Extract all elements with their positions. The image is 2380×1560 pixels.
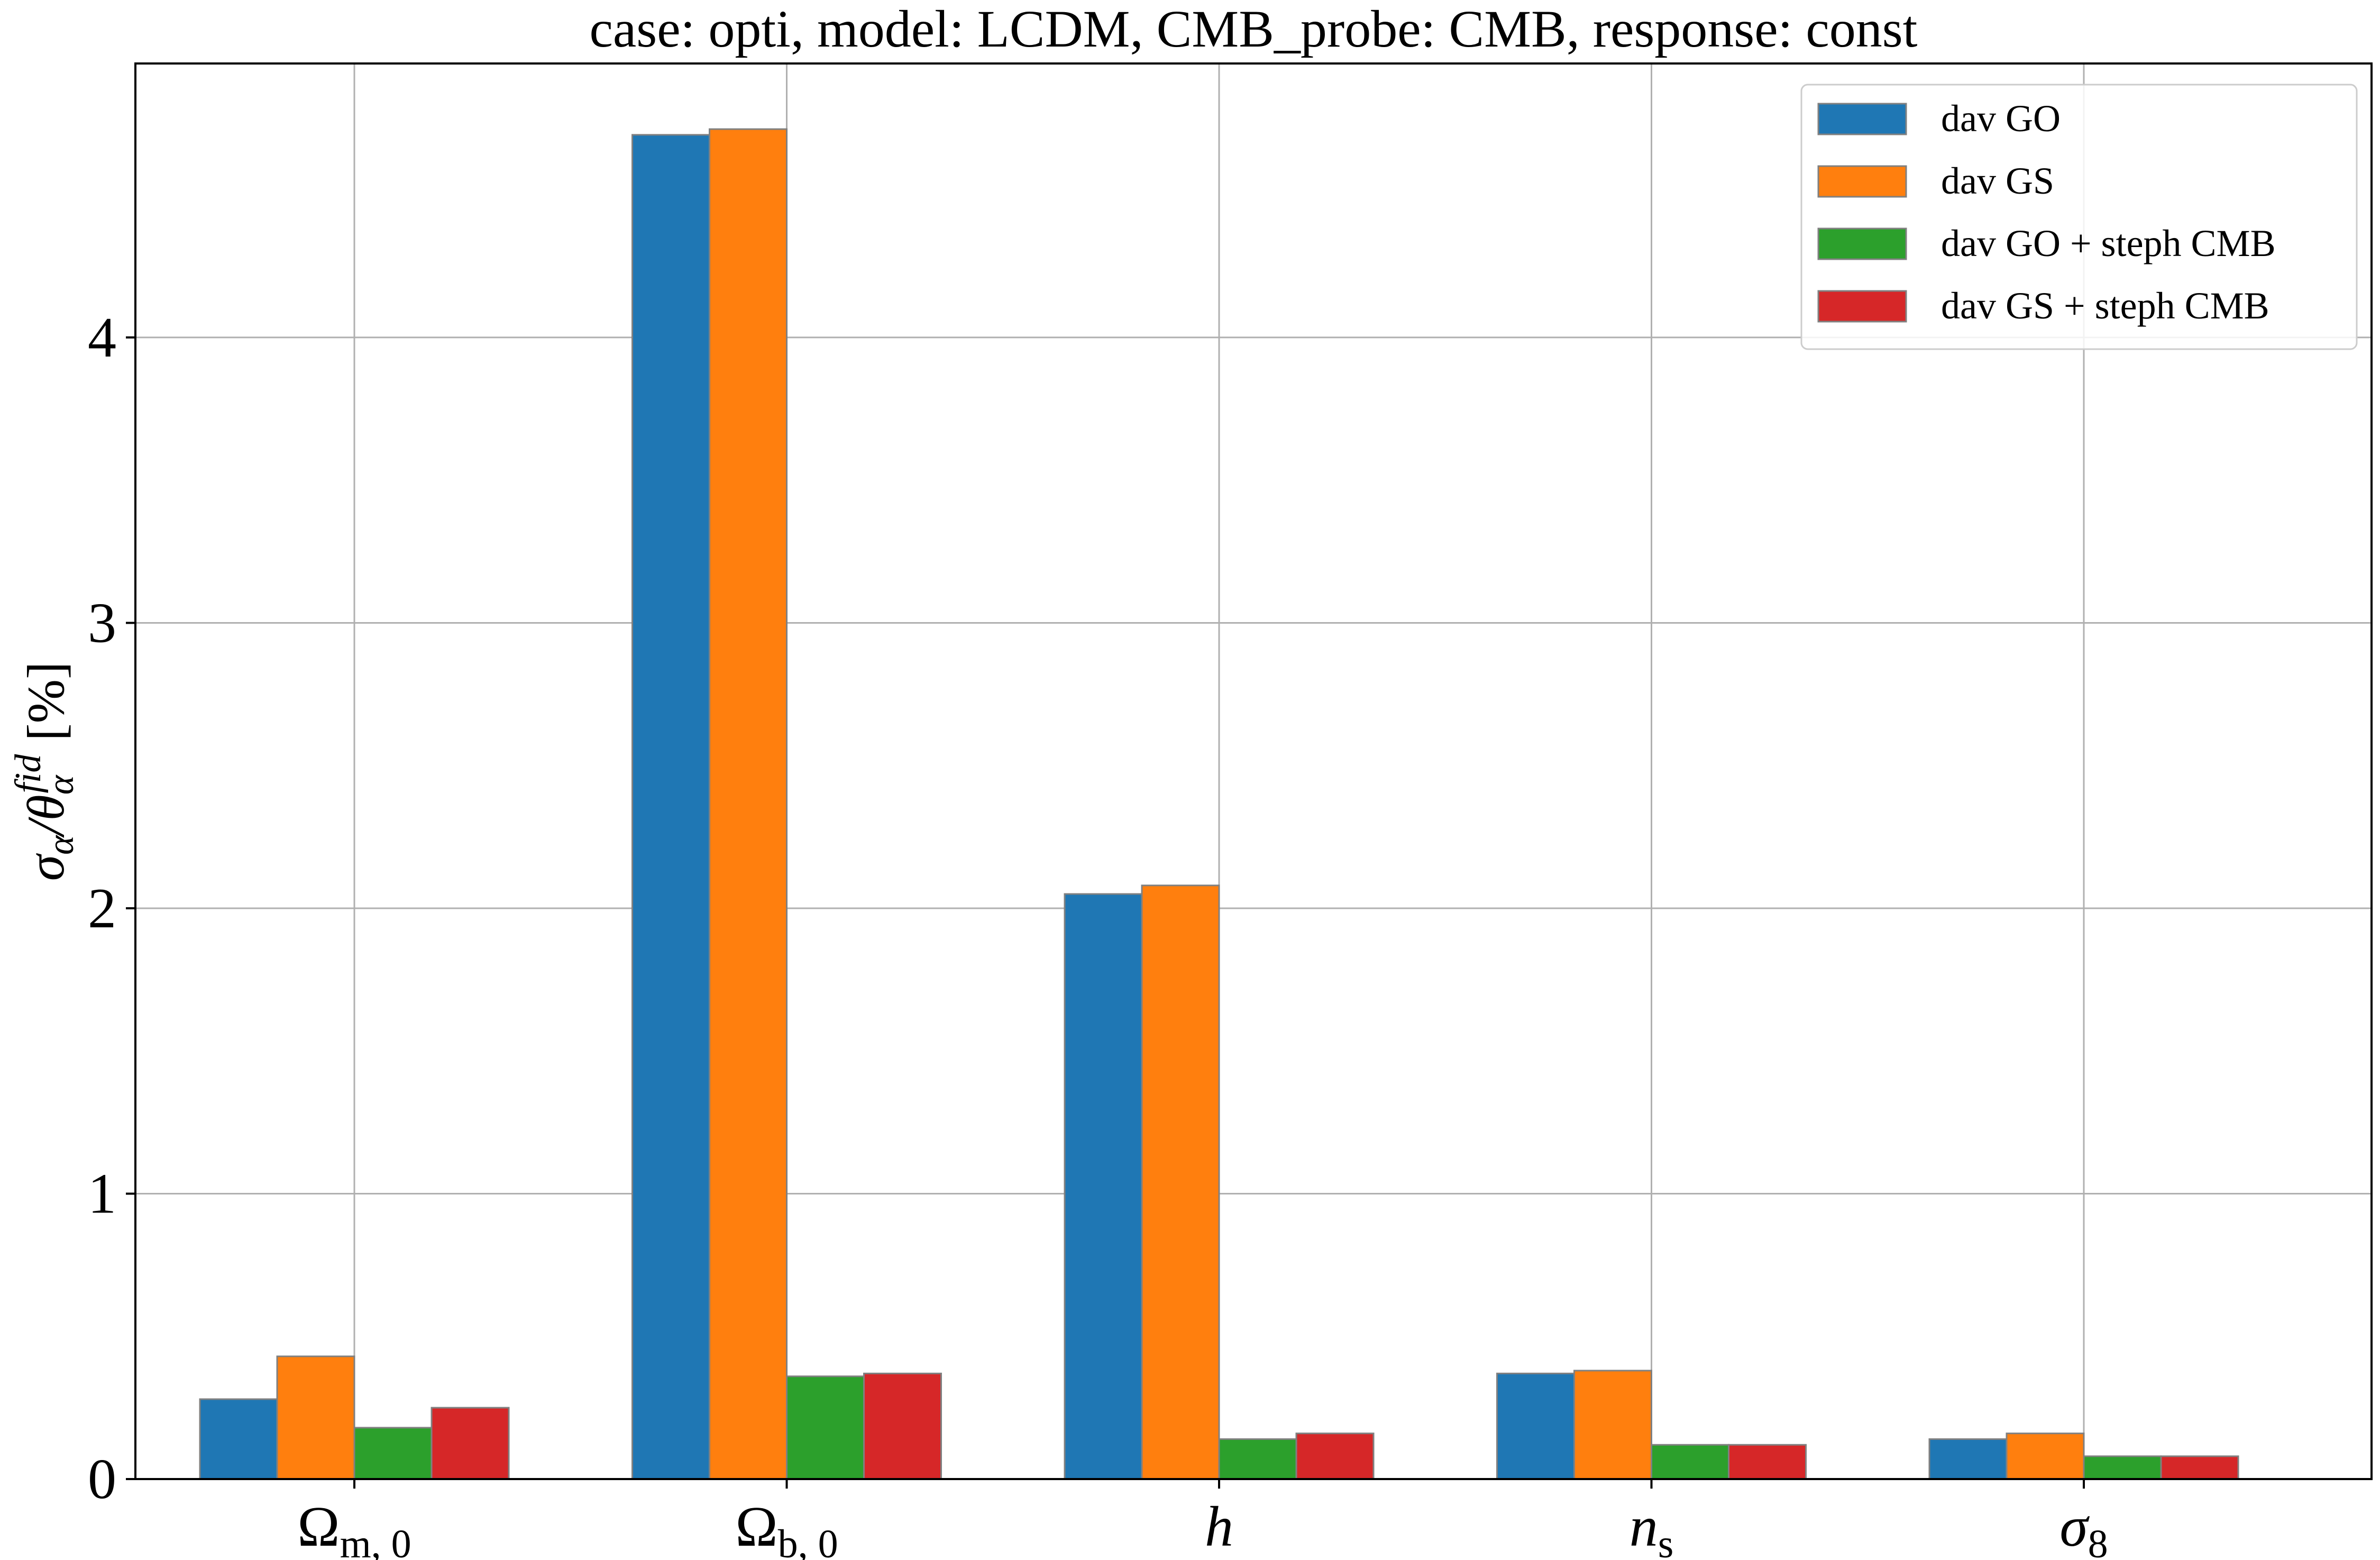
- x-tick-label-main: h: [1205, 1495, 1233, 1558]
- chart-title: case: opti, model: LCDM, CMB_probe: CMB,…: [590, 0, 1918, 58]
- y-tick-label: 3: [88, 591, 116, 654]
- bar-dav-gs: [276, 1355, 355, 1480]
- ylabel-sup-fid: fid: [8, 754, 49, 793]
- bar-dav-gs-steph-cmb: [863, 1372, 942, 1480]
- ylabel-slash-theta: /θ: [16, 795, 75, 838]
- legend-entry-label: dav GS + steph CMB: [1941, 285, 2269, 327]
- axes-frame: [134, 62, 2373, 1480]
- legend-swatch: [1817, 103, 1907, 135]
- y-tick-label: 1: [88, 1162, 116, 1225]
- y-tick-label: 2: [88, 877, 116, 940]
- legend: dav GO dav GS dav GO + steph CMB dav GS + s…: [1800, 84, 2358, 350]
- ylabel-sub-alpha-2: α: [41, 774, 81, 795]
- bar-dav-go: [631, 134, 710, 1480]
- bar-dav-gs-steph-cmb: [431, 1407, 510, 1480]
- bar-dav-go-steph-cmb: [353, 1427, 433, 1480]
- x-tick-label-sub: b, 0: [778, 1522, 838, 1560]
- bar-dav-gs: [709, 128, 788, 1480]
- x-tick-label: Ωb, 0: [735, 1495, 838, 1560]
- x-tick-label-main: σ: [2059, 1495, 2090, 1558]
- bar-dav-go: [1064, 893, 1143, 1480]
- x-tick-label-main: n: [1630, 1495, 1658, 1558]
- y-tick-label: 4: [88, 306, 116, 369]
- x-tick-label: h: [1205, 1495, 1233, 1558]
- bar-dav-gs: [1141, 884, 1220, 1480]
- bar-dav-go-steph-cmb: [1218, 1438, 1297, 1480]
- legend-swatch: [1817, 165, 1907, 198]
- x-tick-label-sub: 8: [2088, 1522, 2108, 1560]
- bar-dav-go: [1496, 1372, 1575, 1480]
- y-tick-label: 0: [88, 1448, 116, 1511]
- bar-dav-go: [199, 1398, 278, 1480]
- bar-dav-gs-steph-cmb: [1295, 1433, 1375, 1480]
- bar-dav-gs: [2006, 1433, 2085, 1480]
- x-tick-label: σ8: [2059, 1495, 2108, 1560]
- legend-entry-label: dav GO + steph CMB: [1941, 222, 2276, 264]
- legend-swatch: [1817, 290, 1907, 323]
- x-tick-label-main: Ω: [297, 1495, 340, 1558]
- ylabel-sigma: σ: [16, 853, 75, 881]
- bar-dav-go-steph-cmb: [2083, 1455, 2162, 1480]
- bar-dav-gs-steph-cmb: [2160, 1455, 2239, 1480]
- x-tick-label: Ωm, 0: [297, 1495, 411, 1560]
- legend-entry-label: dav GS: [1941, 160, 2054, 202]
- legend-box: [1800, 84, 2358, 350]
- legend-entry-label: dav GO: [1941, 97, 2061, 140]
- x-tick-label-sub: s: [1658, 1522, 1674, 1560]
- x-tick-label-sub: m, 0: [340, 1522, 411, 1560]
- bar-dav-gs: [1573, 1370, 1652, 1480]
- y-axis-label: σα/θαfid [%]: [8, 662, 81, 881]
- x-tick-label: ns: [1630, 1495, 1674, 1560]
- bar-dav-go-steph-cmb: [786, 1375, 865, 1480]
- bar-dav-go-steph-cmb: [1651, 1444, 1729, 1480]
- bar-dav-go: [1928, 1438, 2008, 1480]
- bar-dav-gs-steph-cmb: [1728, 1444, 1807, 1480]
- ylabel-sub-alpha: α: [41, 835, 81, 855]
- legend-swatch: [1817, 227, 1907, 260]
- ylabel-unit: [%]: [16, 662, 75, 754]
- x-tick-label-main: Ω: [735, 1495, 777, 1558]
